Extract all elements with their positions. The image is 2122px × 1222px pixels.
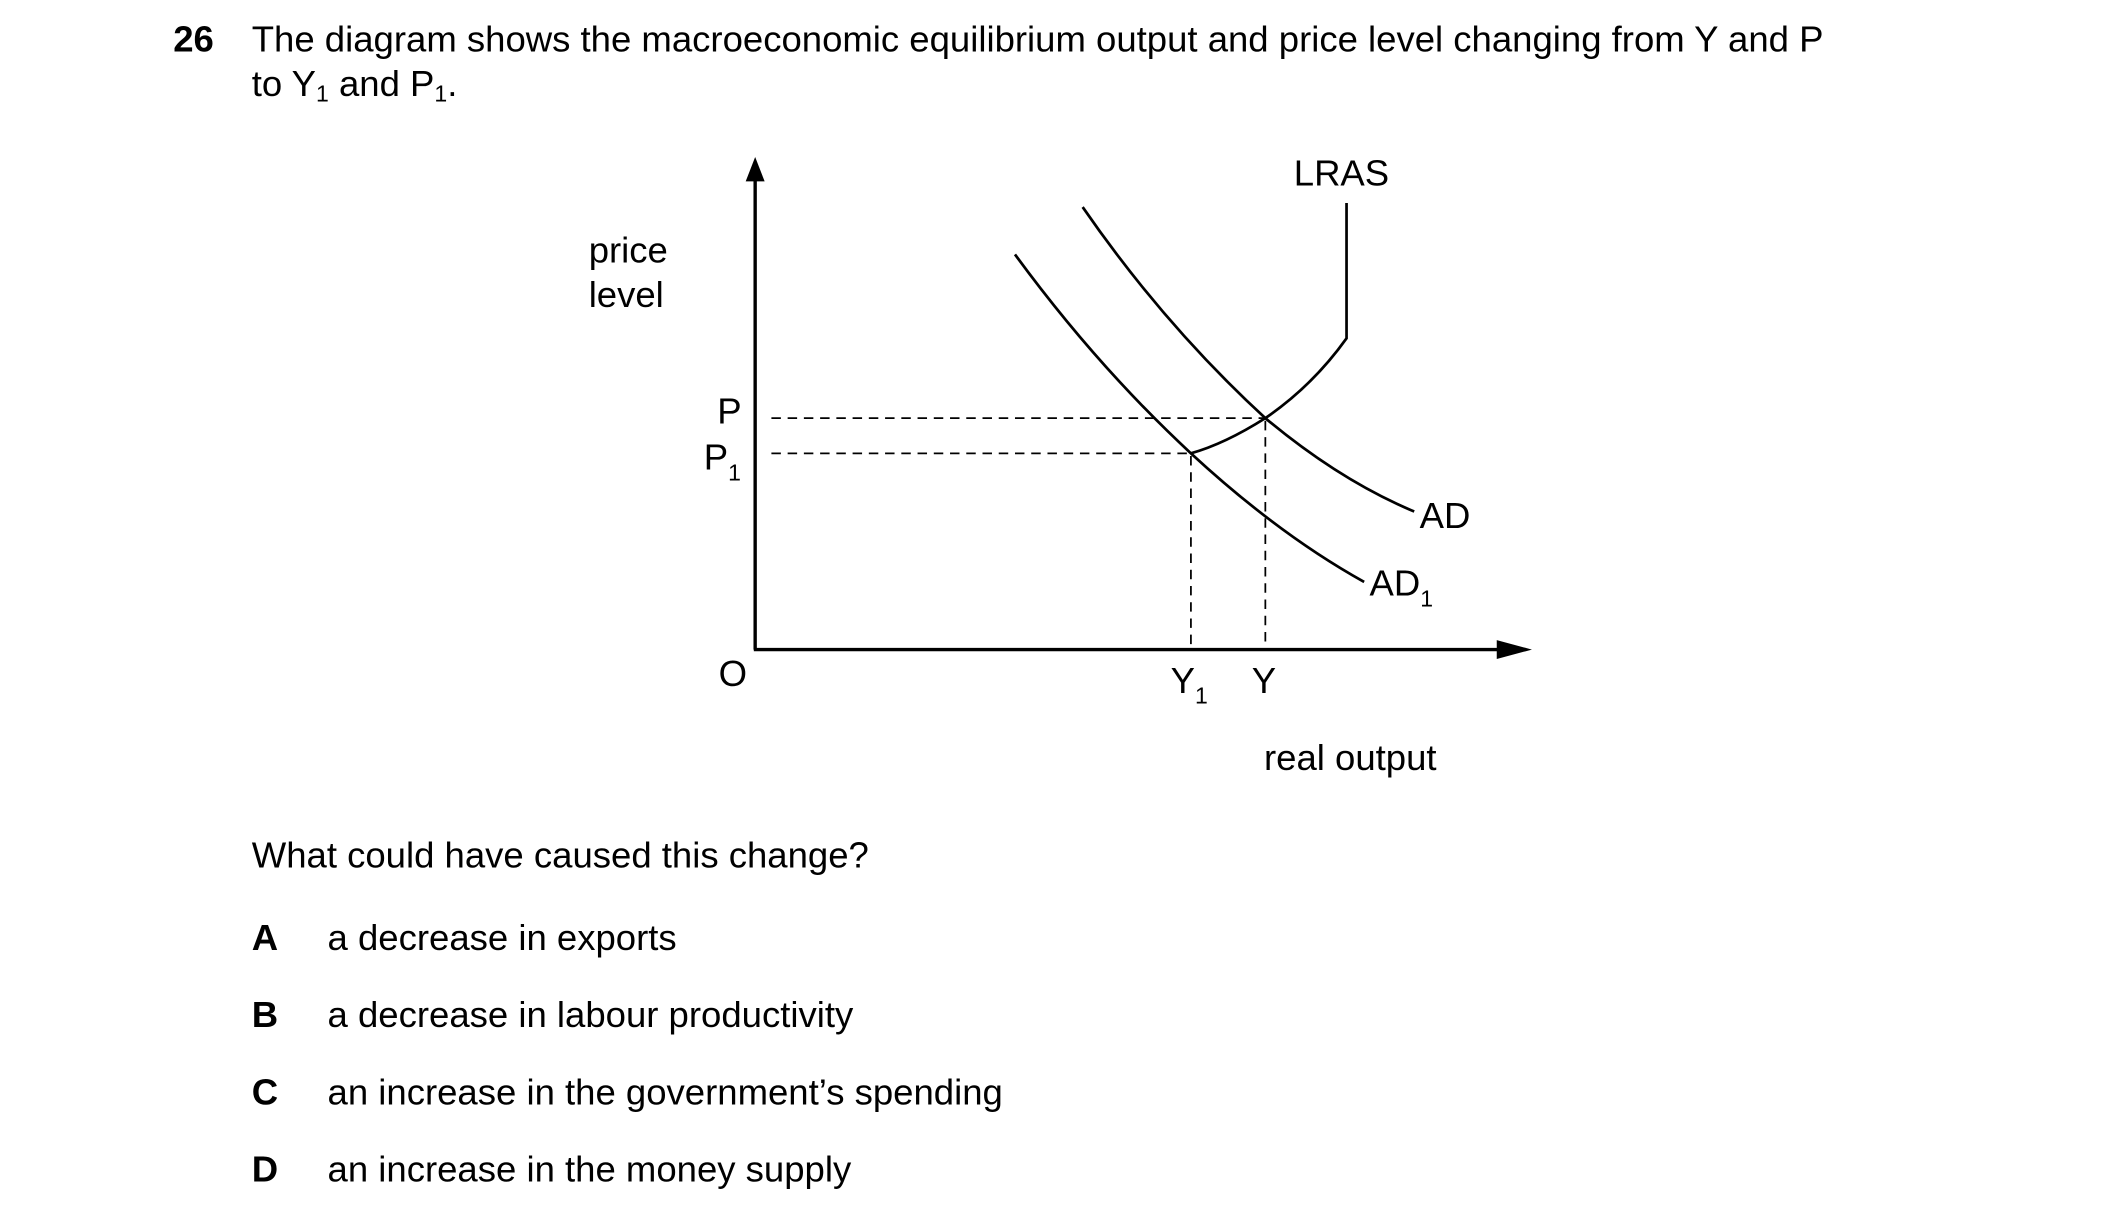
option-b[interactable]: B a decrease in labour productivity [252,994,854,1035]
option-c-letter: C [252,1071,278,1112]
ad1-curve [1013,253,1365,584]
ad-label: AD [1420,495,1471,536]
option-d-letter: D [252,1148,278,1189]
option-b-text: a decrease in labour productivity [328,994,854,1035]
y-axis-arrow [745,156,765,182]
question-stem-line2: to Y1 and P1. [252,63,458,106]
option-c[interactable]: C an increase in the government’s spendi… [252,1071,1003,1112]
p-label: P [717,391,741,432]
option-a-letter: A [252,917,278,958]
origin-label: O [719,653,747,694]
question-prompt: What could have caused this change? [252,834,869,875]
ad-curve [1081,206,1415,513]
lras-label: LRAS [1294,152,1389,193]
option-b-letter: B [252,994,278,1035]
option-c-text: an increase in the government’s spending [328,1071,1003,1112]
option-a[interactable]: A a decrease in exports [252,917,677,958]
y-axis-label-line2: level [589,274,664,315]
p1-label: P1 [704,437,741,486]
ad1-label: AD1 [1370,562,1434,611]
question-number: 26 [173,18,214,59]
ad-as-diagram: price level real output O P P1 Y1 Y LRAS… [589,152,1532,778]
option-d-text: an increase in the money supply [328,1148,852,1189]
lras-curve [1190,202,1348,455]
x-axis-arrow [1496,640,1532,660]
y-label: Y [1252,660,1276,701]
option-a-text: a decrease in exports [328,917,677,958]
option-d[interactable]: D an increase in the money supply [252,1148,852,1189]
question-stem-line1: The diagram shows the macroeconomic equi… [252,18,1824,59]
y-axis-label-line1: price [589,230,668,271]
y1-label: Y1 [1171,660,1208,709]
x-axis-label: real output [1264,737,1437,778]
